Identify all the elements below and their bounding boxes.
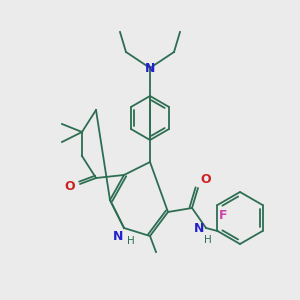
Text: N: N — [112, 230, 123, 243]
Text: O: O — [64, 179, 75, 193]
Text: N: N — [145, 61, 155, 74]
Text: F: F — [218, 209, 227, 222]
Text: N: N — [194, 221, 204, 235]
Text: H: H — [127, 236, 135, 246]
Text: H: H — [204, 235, 212, 245]
Text: O: O — [200, 173, 211, 186]
